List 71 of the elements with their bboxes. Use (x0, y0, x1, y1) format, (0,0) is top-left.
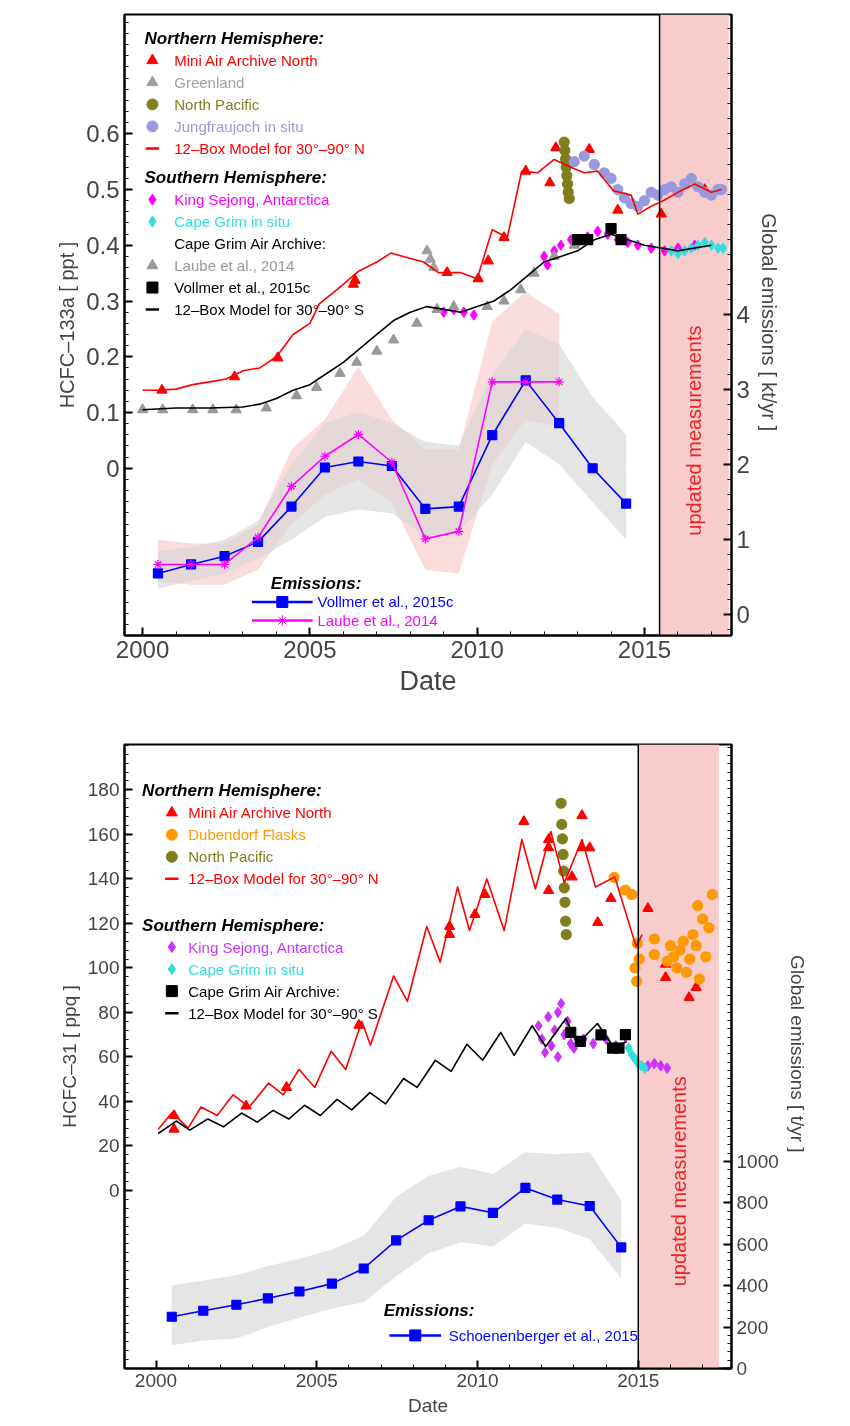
y2-tick-label: 1 (736, 526, 750, 554)
y2-tick-label: 0 (736, 601, 750, 629)
legend-label: North Pacific (188, 848, 274, 866)
legend-label: Vollmer et al., 2015c (174, 279, 311, 297)
y2-tick-label: 0 (736, 1358, 748, 1379)
annotation: Emissions: (270, 573, 362, 593)
y-tick-label: 60 (98, 1046, 120, 1068)
x-tick-label: 2000 (115, 635, 170, 663)
y2-tick-label: 600 (736, 1233, 769, 1255)
legend-label: Mini Air Archive North (174, 51, 318, 69)
y2-tick-label: 3 (736, 375, 750, 403)
x-tick-label: 2010 (450, 635, 504, 663)
legend-label: King Sejong, Antarctica (174, 191, 331, 209)
legend-label: Cape Grim in situ (174, 213, 291, 231)
y-tick-label: 100 (87, 957, 120, 979)
y2-tick-label: 4 (736, 300, 750, 328)
y-tick-label: 0 (108, 1179, 120, 1201)
y-tick-label: 0 (106, 454, 120, 482)
legend-label: Schoenenberger et al., 2015 (448, 1326, 638, 1344)
x-tick-label: 2015 (617, 635, 672, 663)
legend-label: Jungfraujoch in situ (174, 117, 304, 135)
legend-label: Cape Grim in situ (188, 960, 305, 978)
y-tick-label: 120 (87, 912, 120, 934)
y2-tick-label: 200 (736, 1316, 769, 1338)
y2-tick-label: 400 (736, 1275, 769, 1297)
legend-label: Laube et al., 2014 (317, 612, 438, 630)
legend-label: Cape Grim Air Archive: (188, 982, 340, 1000)
x-axis-title: Date (407, 1394, 449, 1416)
legend-label: North Pacific (174, 95, 260, 113)
legend-label: 12–Box Model for 30°–90° N (188, 870, 379, 888)
y-tick-label: 40 (98, 1090, 120, 1112)
annotation: Emissions: (383, 1300, 475, 1320)
x-tick-label: 2000 (134, 1369, 178, 1391)
legend-label: Dubendorf Flasks (188, 826, 306, 844)
y-axis-title: HCFC–31 [ ppq ] (58, 985, 80, 1128)
y2-tick-label: 1000 (736, 1150, 779, 1172)
annotation: Southern Hemisphere: (142, 915, 325, 935)
y-tick-label: 0.1 (86, 399, 120, 427)
legend-label: Mini Air Archive North (188, 804, 332, 822)
legend-label: Greenland (174, 73, 245, 91)
y-tick-label: 0.4 (86, 231, 120, 259)
x-tick-label: 2005 (283, 635, 337, 663)
band-label: updated measurements (667, 1076, 690, 1287)
y-tick-label: 160 (87, 823, 120, 845)
y-tick-label: 0.2 (86, 343, 120, 371)
y-axis-title: HCFC–133a [ ppt ] (56, 241, 79, 409)
y-tick-label: 80 (98, 1001, 120, 1023)
annotation: Southern Hemisphere: (144, 168, 327, 188)
y-tick-label: 140 (87, 868, 120, 890)
legend-label: Laube et al., 2014 (174, 257, 295, 275)
annotation: Northern Hemisphere: (144, 28, 325, 48)
legend-label: King Sejong, Antarctica (188, 938, 344, 956)
y2-axis-title: Global emissions [ kt/yr ] (757, 213, 780, 432)
x-tick-label: 2015 (617, 1369, 660, 1391)
annotation: Cape Grim Air Archive: (174, 235, 326, 253)
legend-label: 12–Box Model for 30°–90° N (174, 139, 365, 157)
y2-tick-label: 800 (736, 1192, 769, 1214)
x-axis-title: Date (399, 665, 457, 696)
y-tick-label: 0.5 (86, 176, 120, 204)
annotation: Northern Hemisphere: (142, 781, 322, 801)
y2-tick-label: 2 (736, 451, 750, 479)
legend-label: Vollmer et al., 2015c (317, 593, 454, 611)
y-tick-label: 20 (98, 1135, 120, 1157)
x-tick-label: 2005 (295, 1369, 338, 1391)
legend-label: 12–Box Model for 30°–90° S (188, 1004, 378, 1022)
band-label: updated measurements (683, 325, 706, 536)
y-tick-label: 0.6 (86, 120, 120, 148)
x-tick-label: 2010 (456, 1369, 499, 1391)
y-tick-label: 180 (87, 779, 120, 801)
y-tick-label: 0.3 (86, 287, 120, 315)
y2-axis-title: Global emissions [ t/yr ] (786, 955, 808, 1153)
